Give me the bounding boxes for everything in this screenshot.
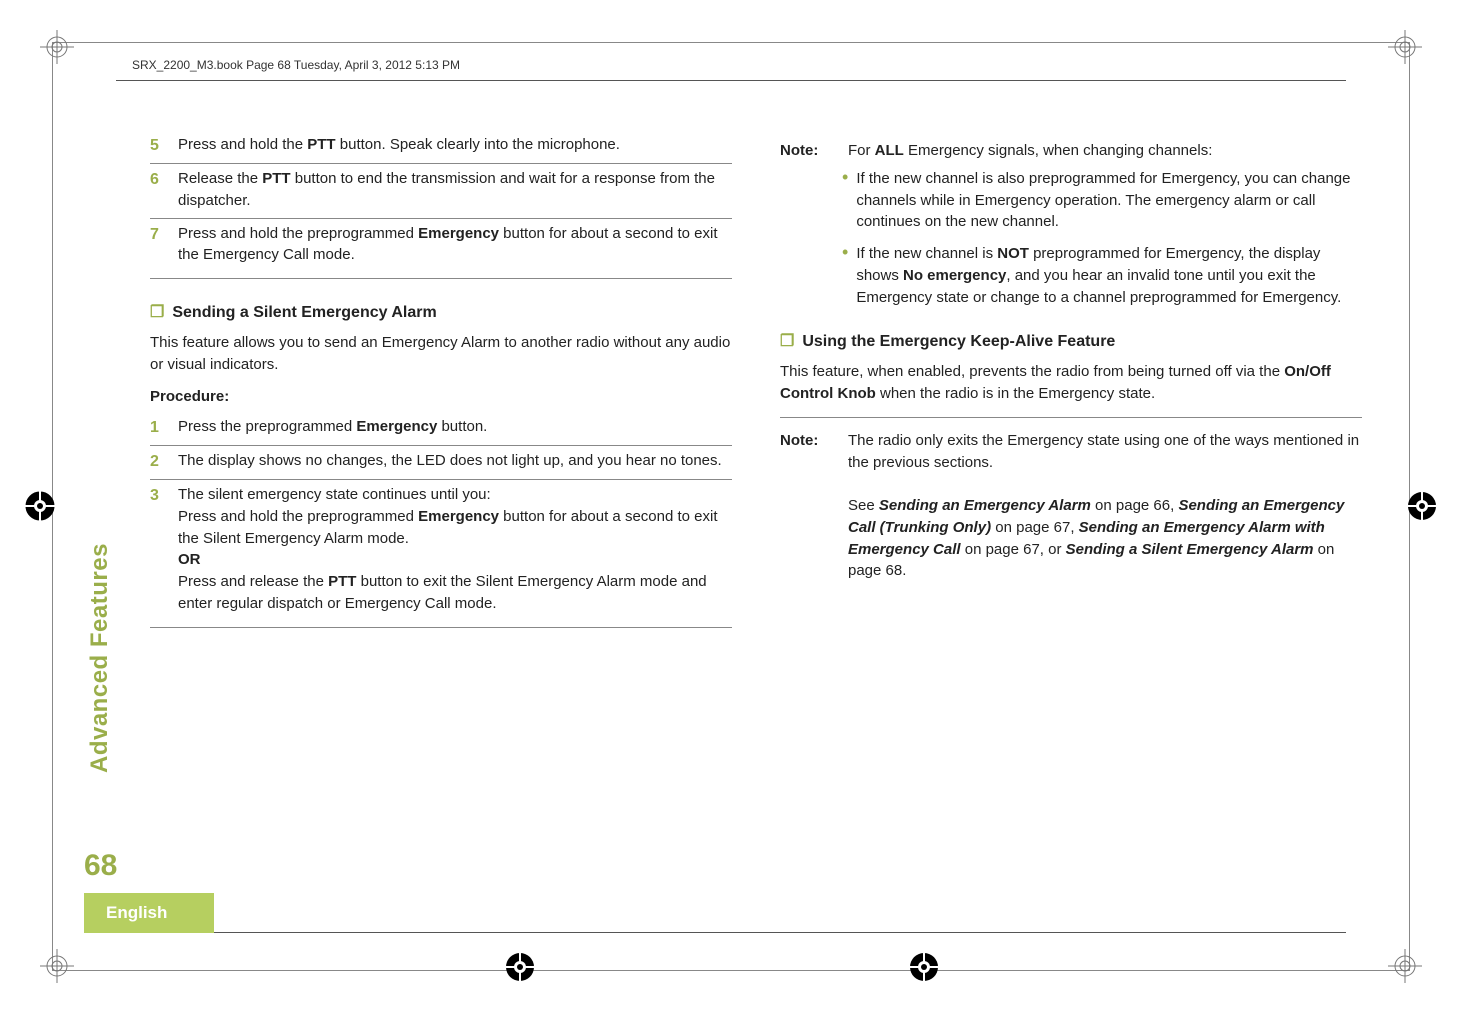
note-label: Note: (780, 430, 832, 582)
page-icon: ❐ (780, 330, 794, 353)
step-text: Press the preprogrammed Emergency button… (178, 416, 732, 439)
section-label: Advanced Features (86, 463, 132, 773)
text: button. (437, 418, 487, 435)
registration-mark-icon (900, 943, 948, 991)
text: Press and hold the (178, 136, 307, 153)
text: This feature, when enabled, prevents the… (780, 363, 1284, 380)
step-number: 1 (150, 416, 168, 439)
bullet-item: • If the new channel is NOT preprogramme… (780, 243, 1362, 308)
crop-mark-icon (1388, 30, 1422, 64)
note: Note: The radio only exits the Emergency… (780, 430, 1362, 582)
step-number: 7 (150, 223, 168, 267)
step-number: 3 (150, 484, 168, 615)
paragraph: This feature, when enabled, prevents the… (780, 361, 1362, 405)
divider (150, 278, 732, 279)
registration-mark-icon (496, 943, 544, 991)
step-text: The display shows no changes, the LED do… (178, 450, 732, 473)
bold: PTT (307, 136, 335, 153)
header-rule (116, 80, 1346, 81)
bold: PTT (328, 573, 356, 590)
procedure-step: 5 Press and hold the PTT button. Speak c… (150, 130, 732, 163)
bold: PTT (262, 170, 290, 187)
procedure-label: Procedure: (150, 386, 732, 408)
page-icon: ❐ (150, 301, 164, 324)
page-number: 68 (84, 849, 117, 883)
step-text: Press and hold the PTT button. Speak cle… (178, 134, 732, 157)
text: Press and hold the preprogrammed (178, 225, 418, 242)
text: Press the preprogrammed (178, 418, 356, 435)
bullet-text: If the new channel is NOT preprogrammed … (856, 243, 1362, 308)
paragraph: This feature allows you to send an Emerg… (150, 332, 732, 376)
crop-mark-icon (40, 949, 74, 983)
text: on page 66, (1091, 497, 1179, 514)
text: Press and hold the preprogrammed (178, 508, 418, 525)
step-text: Release the PTT button to end the transm… (178, 168, 732, 212)
text: button. Speak clearly into the microphon… (336, 136, 620, 153)
procedure-step: 6 Release the PTT button to end the tran… (150, 163, 732, 218)
step-number: 5 (150, 134, 168, 157)
text: Press and release the (178, 573, 328, 590)
registration-mark-icon (16, 482, 64, 530)
divider (780, 417, 1362, 418)
note-label: Note: (780, 140, 832, 162)
procedure-step: 3 The silent emergency state continues u… (150, 479, 732, 621)
bullet-icon: • (842, 168, 848, 233)
bold: ALL (875, 142, 904, 159)
heading-text: Sending a Silent Emergency Alarm (172, 301, 436, 324)
bullet-item: • If the new channel is also preprogramm… (780, 168, 1362, 233)
running-header: SRX_2200_M3.book Page 68 Tuesday, April … (132, 58, 460, 72)
step-number: 6 (150, 168, 168, 212)
section-sidebar: Advanced Features (86, 463, 132, 903)
right-column: Note: For ALL Emergency signals, when ch… (780, 130, 1362, 628)
text: See (848, 497, 879, 514)
text: For (848, 142, 875, 159)
text: on page 67, (991, 519, 1079, 536)
heading-text: Using the Emergency Keep-Alive Feature (802, 330, 1115, 353)
bold: Emergency (418, 225, 499, 242)
language-tab: English (84, 893, 214, 933)
ref-title: Sending a Silent Emergency Alarm (1066, 541, 1314, 558)
section-heading: ❐ Sending a Silent Emergency Alarm (150, 301, 732, 324)
content-columns: 5 Press and hold the PTT button. Speak c… (150, 130, 1362, 628)
registration-mark-icon (1398, 482, 1446, 530)
text: The silent emergency state continues unt… (178, 486, 491, 503)
crop-mark-icon (40, 30, 74, 64)
procedure-step: 1 Press the preprogrammed Emergency butt… (150, 412, 732, 445)
text: The radio only exits the Emergency state… (848, 432, 1359, 471)
ref-title: Sending an Emergency Alarm (879, 497, 1091, 514)
procedure-step: 7 Press and hold the preprogrammed Emerg… (150, 218, 732, 273)
text: when the radio is in the Emergency state… (876, 385, 1155, 402)
note-body: For ALL Emergency signals, when changing… (848, 140, 1362, 162)
procedure-step: 2 The display shows no changes, the LED … (150, 445, 732, 479)
divider (150, 627, 732, 628)
note-body: The radio only exits the Emergency state… (848, 430, 1362, 582)
step-number: 2 (150, 450, 168, 473)
left-column: 5 Press and hold the PTT button. Speak c… (150, 130, 732, 628)
crop-mark-icon (1388, 949, 1422, 983)
or-label: OR (178, 551, 201, 568)
text: If the new channel is (856, 245, 997, 262)
text: Emergency signals, when changing channel… (904, 142, 1213, 159)
section-heading: ❐ Using the Emergency Keep-Alive Feature (780, 330, 1362, 353)
display-text: No emergency (903, 267, 1006, 284)
bold: Emergency (356, 418, 437, 435)
step-text: The silent emergency state continues unt… (178, 484, 732, 615)
step-text: Press and hold the preprogrammed Emergen… (178, 223, 732, 267)
footer-rule (116, 932, 1346, 933)
bullet-text: If the new channel is also preprogrammed… (856, 168, 1362, 233)
text: Release the (178, 170, 262, 187)
bold: Emergency (418, 508, 499, 525)
text: on page 67, or (961, 541, 1066, 558)
bold: NOT (997, 245, 1029, 262)
note: Note: For ALL Emergency signals, when ch… (780, 140, 1362, 162)
bullet-icon: • (842, 243, 848, 308)
text: The display shows no changes, the LED do… (178, 452, 722, 469)
